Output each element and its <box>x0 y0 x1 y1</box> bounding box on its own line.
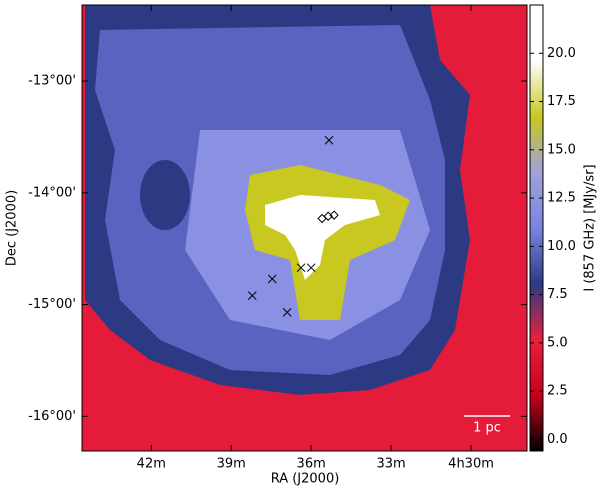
x-tick-label: 36m <box>297 457 326 472</box>
cross-marker <box>247 291 257 300</box>
x-tick-label: 4h30m <box>448 457 494 472</box>
colorbar-tick-label: 7.5 <box>547 287 568 302</box>
colorbar <box>529 4 544 452</box>
y-tick-label: -16°00' <box>28 409 76 424</box>
y-tick-label: -15°00' <box>28 297 76 312</box>
colorbar-tick-label: 2.5 <box>547 384 568 399</box>
x-tick-label: 39m <box>217 457 246 472</box>
colorbar-tick-label: 15.0 <box>547 142 576 157</box>
x-tick-label: 33m <box>376 457 405 472</box>
scale-label: 1 pc <box>473 421 501 436</box>
y-tick-label: -13°00' <box>28 74 76 89</box>
cross-marker <box>296 263 306 273</box>
colorbar-tick-label: 12.5 <box>547 191 576 206</box>
x-axis-label: RA (J2000) <box>271 472 340 487</box>
cross-marker <box>282 308 292 317</box>
colorbar-label: I (857 GHz) [MJy/sr] <box>583 164 598 291</box>
cross-marker <box>267 274 277 284</box>
plot-frame <box>81 4 528 452</box>
colorbar-tick-label: 10.0 <box>547 239 576 254</box>
colorbar-tick-label: 17.5 <box>547 94 576 109</box>
cross-marker <box>306 263 316 273</box>
x-tick-label: 42m <box>137 457 166 472</box>
diamond-marker <box>329 210 339 220</box>
colorbar-tick-label: 20.0 <box>547 46 576 61</box>
y-tick-label: -14°00' <box>28 185 76 200</box>
colorbar-tick-label: 0.0 <box>547 432 568 447</box>
y-axis-label: Dec (J2000) <box>5 190 20 266</box>
colorbar-tick-label: 5.0 <box>547 335 568 350</box>
intensity-map: 1 pc <box>82 5 527 451</box>
cross-marker <box>324 135 334 145</box>
